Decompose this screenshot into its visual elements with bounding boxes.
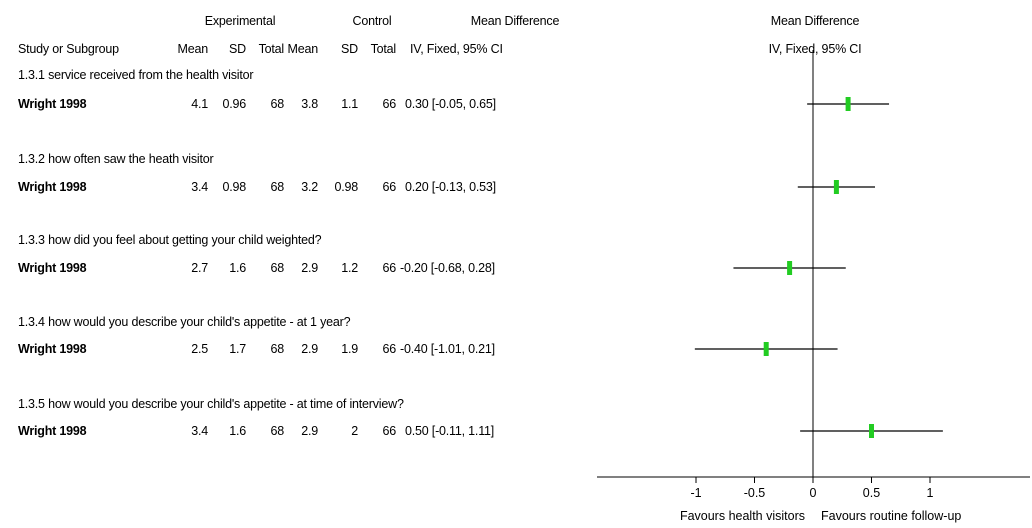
- ctl-sd-header: SD: [341, 42, 358, 56]
- x-tick-label: 0.5: [863, 486, 880, 500]
- point-estimate: [833, 180, 839, 194]
- study-name: Wright 1998: [18, 261, 87, 275]
- exp-mean: 2.5: [191, 342, 208, 356]
- favours-left-label: Favours health visitors: [680, 509, 805, 523]
- ctl-total: 66: [382, 97, 396, 111]
- ctl-mean: 2.9: [301, 342, 318, 356]
- md-ci-text: 0.50 [-0.11, 1.11]: [405, 424, 495, 438]
- exp-mean: 2.7: [191, 261, 208, 275]
- exp-mean: 3.4: [191, 180, 208, 194]
- ctl-total: 66: [382, 261, 396, 275]
- exp-sd: 1.6: [229, 261, 246, 275]
- exp-sd: 0.98: [222, 180, 246, 194]
- ctl-mean-header: Mean: [287, 42, 319, 56]
- md-ci-text: -0.40 [-1.01, 0.21]: [400, 342, 495, 356]
- subgroup-title: 1.3.3 how did you feel about getting you…: [18, 233, 322, 247]
- ctl-sd: 2: [351, 424, 358, 438]
- exp-total: 68: [270, 424, 284, 438]
- x-tick-label: -0.5: [744, 486, 766, 500]
- control-group-header: Control: [352, 14, 392, 28]
- exp-mean-header: Mean: [177, 42, 209, 56]
- x-tick-label: -1: [690, 486, 701, 500]
- md-ci-text: 0.30 [-0.05, 0.65]: [405, 97, 496, 111]
- ctl-sd: 1.9: [341, 342, 358, 356]
- md-ci-text: 0.20 [-0.13, 0.53]: [405, 180, 496, 194]
- exp-total: 68: [270, 342, 284, 356]
- ctl-sd: 0.98: [334, 180, 358, 194]
- ctl-total-header: Total: [370, 42, 397, 56]
- exp-sd: 1.6: [229, 424, 246, 438]
- ctl-mean: 2.9: [301, 261, 318, 275]
- favours-right-label: Favours routine follow-up: [821, 509, 961, 523]
- exp-mean: 4.1: [191, 97, 208, 111]
- exp-mean: 3.4: [191, 424, 208, 438]
- ctl-sd: 1.2: [341, 261, 358, 275]
- ctl-total: 66: [382, 180, 396, 194]
- point-estimate: [845, 97, 851, 111]
- study-or-subgroup-header: Study or Subgroup: [18, 42, 119, 56]
- x-tick-label: 0: [810, 486, 817, 500]
- mean-difference-plot-header: Mean Difference: [770, 14, 860, 28]
- exp-total: 68: [270, 261, 284, 275]
- method-plot-header: IV, Fixed, 95% CI: [768, 42, 862, 56]
- ctl-total: 66: [382, 342, 396, 356]
- subgroup-title: 1.3.2 how often saw the heath visitor: [18, 152, 214, 166]
- subgroup-title: 1.3.1 service received from the health v…: [18, 68, 254, 82]
- study-name: Wright 1998: [18, 180, 87, 194]
- ctl-sd: 1.1: [341, 97, 358, 111]
- ctl-mean: 3.8: [301, 97, 318, 111]
- exp-total: 68: [270, 180, 284, 194]
- study-name: Wright 1998: [18, 424, 87, 438]
- ctl-mean: 3.2: [301, 180, 318, 194]
- point-estimate: [787, 261, 793, 275]
- method-column-header: IV, Fixed, 95% CI: [410, 42, 503, 56]
- exp-sd: 1.7: [229, 342, 246, 356]
- study-name: Wright 1998: [18, 342, 87, 356]
- ctl-mean: 2.9: [301, 424, 318, 438]
- subgroup-title: 1.3.4 how would you describe your child'…: [18, 315, 351, 329]
- point-estimate: [763, 342, 769, 356]
- x-tick-label: 1: [927, 486, 934, 500]
- exp-total-header: Total: [258, 42, 285, 56]
- mean-difference-column-header: Mean Difference: [470, 14, 560, 28]
- experimental-group-header: Experimental: [204, 14, 276, 28]
- study-name: Wright 1998: [18, 97, 87, 111]
- exp-sd: 0.96: [222, 97, 246, 111]
- subgroup-title: 1.3.5 how would you describe your child'…: [18, 397, 404, 411]
- ctl-total: 66: [382, 424, 396, 438]
- md-ci-text: -0.20 [-0.68, 0.28]: [400, 261, 495, 275]
- exp-sd-header: SD: [229, 42, 246, 56]
- point-estimate: [869, 424, 874, 438]
- exp-total: 68: [270, 97, 284, 111]
